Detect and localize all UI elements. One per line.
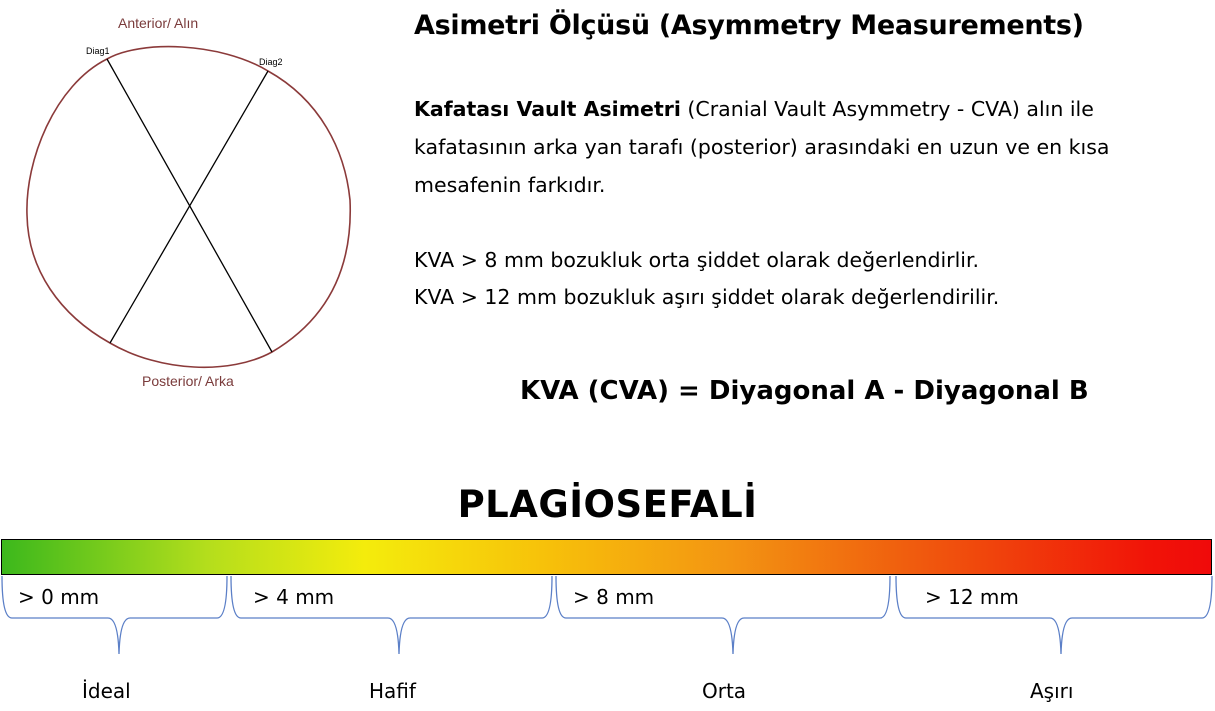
diag1-label: Diag1 bbox=[86, 46, 110, 56]
anterior-label: Anterior/ Alın bbox=[118, 15, 198, 31]
diagonal-2-line bbox=[109, 70, 269, 344]
severity-gradient-bar bbox=[1, 539, 1212, 575]
brace-severe bbox=[895, 575, 1213, 655]
posterior-label: Posterior/ Arka bbox=[142, 373, 234, 389]
brace-moderate bbox=[555, 575, 891, 655]
diag2-label: Diag2 bbox=[259, 57, 283, 67]
range-label-8: > 8 mm bbox=[573, 585, 655, 609]
description-text: (Cranial Vault Asymmetry - CVA) alın ile… bbox=[414, 97, 1110, 197]
page-title: Asimetri Ölçüsü (Asymmetry Measurements) bbox=[414, 10, 1084, 41]
scale-braces bbox=[1, 575, 1213, 655]
range-label-12: > 12 mm bbox=[925, 585, 1019, 609]
range-label-4: > 4 mm bbox=[253, 585, 335, 609]
level-moderate: Orta bbox=[702, 679, 747, 703]
brace-ideal bbox=[1, 575, 228, 655]
rule-moderate: KVA > 8 mm bozukluk orta şiddet olarak d… bbox=[414, 248, 980, 272]
brace-mild bbox=[230, 575, 553, 655]
range-label-0: > 0 mm bbox=[18, 585, 100, 609]
scale-title: PLAGİOSEFALİ bbox=[457, 483, 758, 526]
description-bold-term: Kafatası Vault Asimetri bbox=[414, 97, 681, 121]
level-severe: Aşırı bbox=[1030, 679, 1074, 703]
description-paragraph: Kafatası Vault Asimetri (Cranial Vault A… bbox=[414, 90, 1204, 204]
level-ideal: İdeal bbox=[82, 679, 131, 703]
rule-severe: KVA > 12 mm bozukluk aşırı şiddet olarak… bbox=[414, 285, 1000, 309]
formula: KVA (CVA) = Diyagonal A - Diyagonal B bbox=[520, 376, 1089, 406]
level-mild: Hafif bbox=[369, 679, 416, 703]
skull-diagram: Anterior/ Alın Posterior/ Arka Diag1 Dia… bbox=[26, 15, 352, 389]
